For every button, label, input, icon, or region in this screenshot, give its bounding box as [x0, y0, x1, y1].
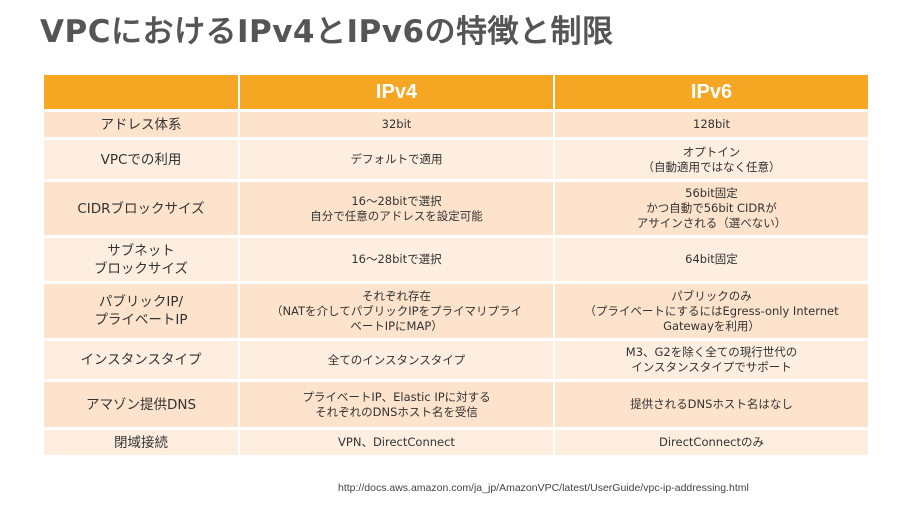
row-label: インスタンスタイプ	[44, 341, 238, 379]
ipv6-cell-text: パブリックのみ （プライベートにするにはEgress-only Internet…	[584, 288, 839, 333]
comparison-table: IPv4 IPv6 アドレス体系 32bit 128bit VPCでの利用 デフ…	[44, 72, 868, 458]
ipv6-cell-text: DirectConnectのみ	[659, 435, 764, 449]
row-label-text: VPCでの利用	[100, 151, 182, 168]
page-title: VPCにおけるIPv4とIPv6の特徴と制限	[40, 14, 614, 50]
table-row-instance-type: インスタンスタイプ 全てのインスタンスタイプ M3、G2を除く全ての現行世代の …	[44, 341, 868, 379]
ipv4-cell-text: 全てのインスタンスタイプ	[327, 352, 466, 367]
ipv6-cell-text: 56bit固定 かつ自動で56bit CIDRが アサインされる（選べない）	[636, 186, 787, 230]
ipv6-cell: 128bit	[553, 112, 868, 137]
table-row-private-connection: 閉域接続 VPN、DirectConnect DirectConnectのみ	[44, 430, 868, 455]
row-label-text: インスタンスタイプ	[80, 352, 202, 368]
row-label: アマゾン提供DNS	[44, 382, 238, 427]
ipv6-cell-text: 128bit	[693, 117, 730, 131]
ipv6-cell: M3、G2を除く全ての現行世代の インスタンスタイプでサポート	[553, 341, 868, 379]
ipv6-cell-text: 64bit固定	[685, 252, 738, 266]
ipv4-cell: プライベートIP、Elastic IPに対する それぞれのDNSホスト名を受信	[238, 382, 553, 427]
ipv6-cell: DirectConnectのみ	[553, 430, 868, 455]
ipv6-cell: パブリックのみ （プライベートにするにはEgress-only Internet…	[553, 284, 868, 338]
ipv6-cell: 提供されるDNSホスト名はなし	[553, 382, 868, 427]
ipv4-cell: 16～28bitで選択	[238, 238, 553, 281]
row-label: アドレス体系	[44, 112, 238, 137]
ipv6-cell-text: M3、G2を除く全ての現行世代の インスタンスタイプでサポート	[625, 345, 798, 374]
ipv4-cell: デフォルトで適用	[238, 140, 553, 179]
table-header-row: IPv4 IPv6	[44, 75, 868, 109]
ipv4-cell: VPN、DirectConnect	[238, 430, 553, 455]
table-row-vpc-usage: VPCでの利用 デフォルトで適用 オプトイン （自動適用ではなく任意）	[44, 140, 868, 179]
row-label: パブリックIP/ プライベートIP	[44, 284, 238, 338]
ipv4-cell-text: 32bit	[381, 117, 412, 131]
table-row-dns: アマゾン提供DNS プライベートIP、Elastic IPに対する それぞれのD…	[44, 382, 868, 427]
source-link[interactable]: http://docs.aws.amazon.com/ja_jp/AmazonV…	[338, 482, 749, 494]
ipv4-cell: それぞれ存在 （NATを介してパブリックIPをプライマリプライ ベートIPにMA…	[238, 284, 553, 338]
ipv4-cell-text: 16～28bitで選択 自分で任意のアドレスを設定可能	[310, 193, 483, 223]
row-label: サブネット ブロックサイズ	[44, 238, 238, 281]
ipv6-cell: 64bit固定	[553, 238, 868, 281]
ipv4-cell-text: プライベートIP、Elastic IPに対する それぞれのDNSホスト名を受信	[302, 389, 491, 419]
table-row-public-private-ip: パブリックIP/ プライベートIP それぞれ存在 （NATを介してパブリックIP…	[44, 284, 868, 338]
ipv6-cell-text: オプトイン （自動適用ではなく任意）	[642, 144, 781, 174]
header-ipv6: IPv6	[553, 75, 868, 109]
ipv6-cell-text: 提供されるDNSホスト名はなし	[630, 397, 793, 411]
ipv4-cell: 32bit	[238, 112, 553, 137]
table-row-cidr: CIDRブロックサイズ 16～28bitで選択 自分で任意のアドレスを設定可能 …	[44, 182, 868, 235]
row-label-text: CIDRブロックサイズ	[77, 200, 205, 217]
ipv4-cell: 16～28bitで選択 自分で任意のアドレスを設定可能	[238, 182, 553, 235]
ipv4-cell-text: デフォルトで適用	[350, 152, 443, 166]
row-label: CIDRブロックサイズ	[44, 182, 238, 235]
ipv4-cell-text: 16～28bitで選択	[351, 252, 442, 266]
row-label-text: アマゾン提供DNS	[85, 396, 197, 413]
ipv4-cell: 全てのインスタンスタイプ	[238, 341, 553, 379]
row-label-text: アドレス体系	[100, 116, 182, 133]
ipv6-cell: 56bit固定 かつ自動で56bit CIDRが アサインされる（選べない）	[553, 182, 868, 235]
ipv6-cell: オプトイン （自動適用ではなく任意）	[553, 140, 868, 179]
table-row-subnet: サブネット ブロックサイズ 16～28bitで選択 64bit固定	[44, 238, 868, 281]
ipv4-cell-text: それぞれ存在 （NATを介してパブリックIPをプライマリプライ ベートIPにMA…	[270, 288, 523, 333]
row-label: 閉域接続	[44, 430, 238, 455]
header-blank-cell	[44, 75, 238, 109]
ipv4-cell-text: VPN、DirectConnect	[338, 435, 455, 449]
header-ipv4: IPv4	[238, 75, 553, 109]
table-row-address: アドレス体系 32bit 128bit	[44, 112, 868, 137]
row-label: VPCでの利用	[44, 140, 238, 179]
row-label-text: 閉域接続	[114, 434, 168, 451]
row-label-text: サブネット ブロックサイズ	[93, 242, 189, 277]
row-label-text: パブリックIP/ プライベートIP	[94, 294, 188, 328]
